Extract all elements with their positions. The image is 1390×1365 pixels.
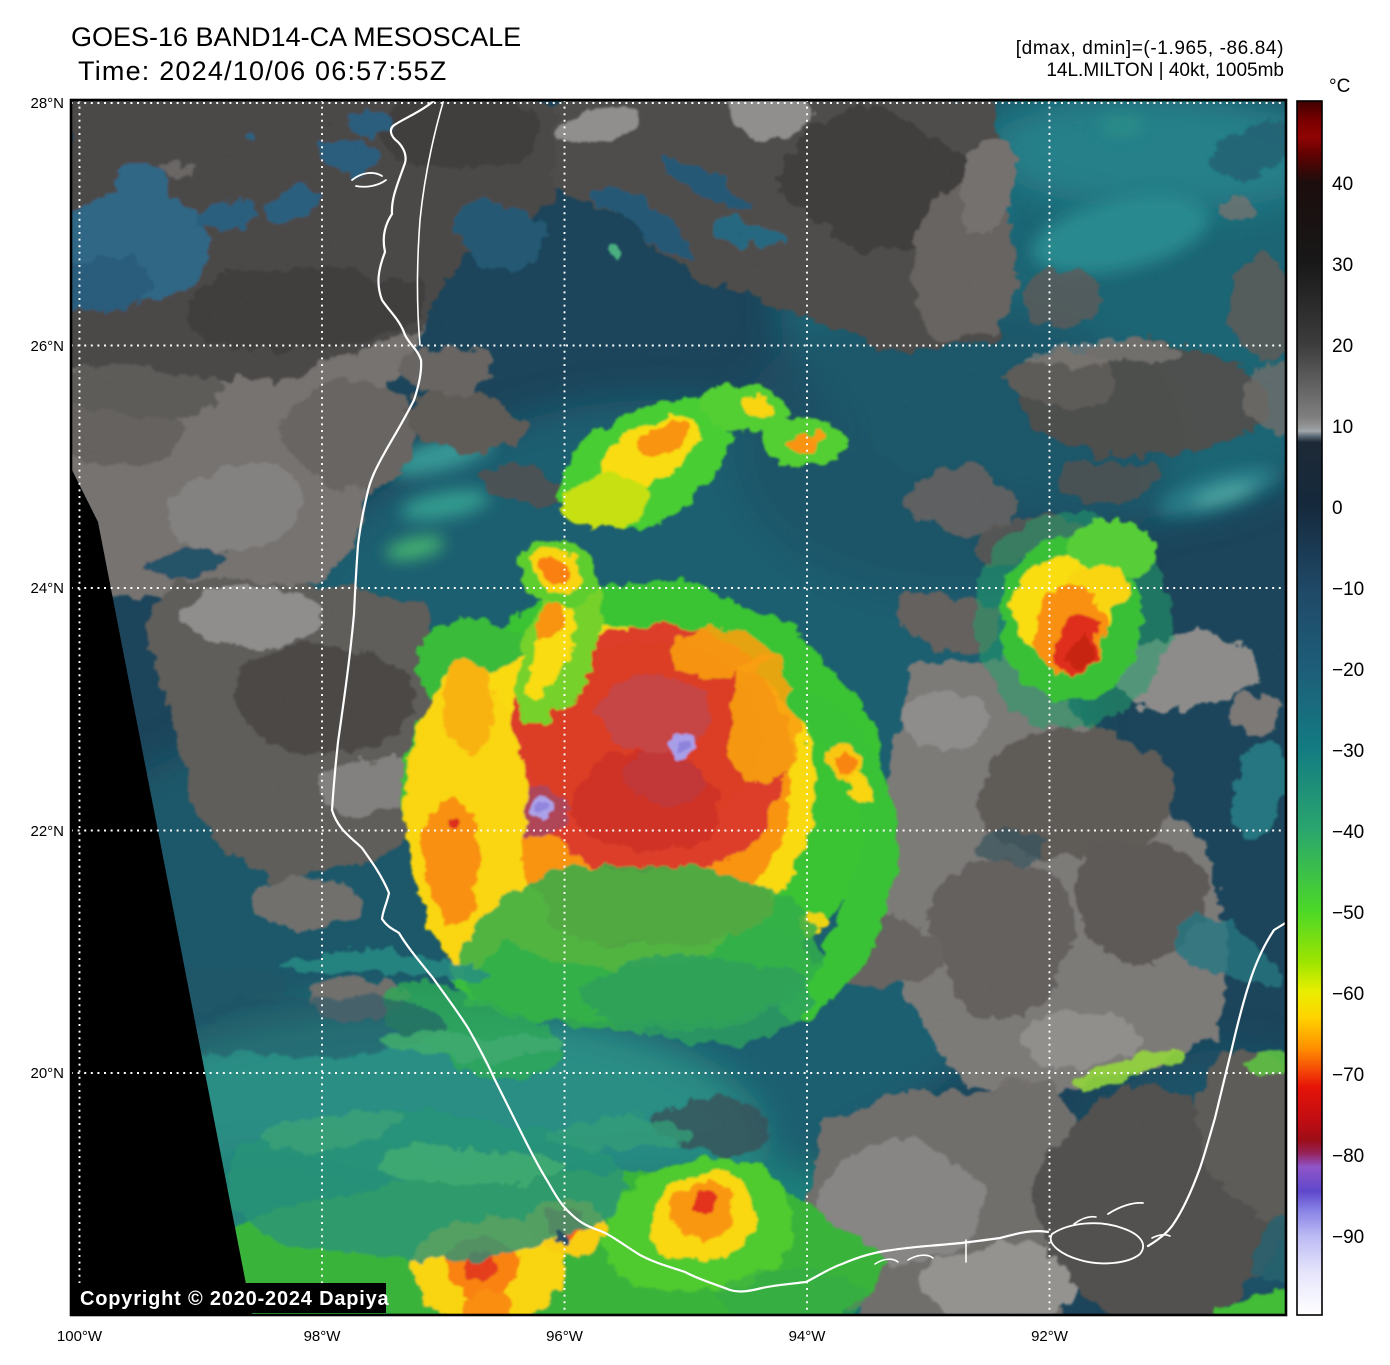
svg-text:−40: −40: [1332, 822, 1364, 843]
svg-text:−30: −30: [1332, 741, 1364, 762]
svg-text:92°W: 92°W: [1031, 1328, 1069, 1345]
svg-text:100°W: 100°W: [57, 1328, 103, 1345]
svg-text:20: 20: [1332, 336, 1353, 357]
svg-text:−50: −50: [1332, 903, 1364, 924]
svg-text:30: 30: [1332, 255, 1353, 276]
svg-text:Time: 2024/10/06 06:57:55Z: Time: 2024/10/06 06:57:55Z: [78, 56, 447, 86]
svg-text:14L.MILTON | 40kt, 1005mb: 14L.MILTON | 40kt, 1005mb: [1046, 60, 1284, 81]
svg-text:40: 40: [1332, 174, 1353, 195]
svg-text:−80: −80: [1332, 1146, 1364, 1167]
svg-text:0: 0: [1332, 498, 1343, 519]
svg-text:−20: −20: [1332, 660, 1364, 681]
svg-text:Copyright © 2020-2024 Dapiya: Copyright © 2020-2024 Dapiya: [80, 1288, 390, 1310]
svg-text:10: 10: [1332, 417, 1353, 438]
svg-text:98°W: 98°W: [304, 1328, 342, 1345]
svg-text:−70: −70: [1332, 1065, 1364, 1086]
svg-text:−10: −10: [1332, 579, 1364, 600]
svg-text:GOES-16 BAND14-CA MESOSCALE: GOES-16 BAND14-CA MESOSCALE: [71, 22, 521, 52]
svg-text:24°N: 24°N: [30, 580, 64, 597]
svg-text:°C: °C: [1329, 76, 1350, 97]
svg-text:−60: −60: [1332, 984, 1364, 1005]
svg-text:96°W: 96°W: [546, 1328, 584, 1345]
svg-text:−90: −90: [1332, 1227, 1364, 1248]
svg-text:20°N: 20°N: [30, 1065, 64, 1082]
svg-text:26°N: 26°N: [30, 338, 64, 355]
svg-text:22°N: 22°N: [30, 823, 64, 840]
svg-text:28°N: 28°N: [30, 95, 64, 112]
svg-text:[dmax, dmin]=(-1.965, -86.84): [dmax, dmin]=(-1.965, -86.84): [1016, 38, 1284, 59]
svg-text:94°W: 94°W: [789, 1328, 827, 1345]
